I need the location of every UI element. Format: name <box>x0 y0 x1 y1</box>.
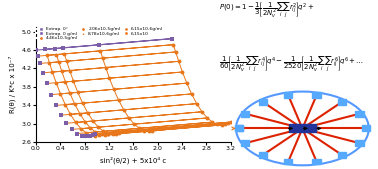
Bar <box>235 126 243 131</box>
Bar <box>284 159 292 164</box>
Bar <box>235 126 243 131</box>
Bar <box>259 99 267 105</box>
X-axis label: sin²(θ/2) + 5x10⁴ c: sin²(θ/2) + 5x10⁴ c <box>100 157 166 164</box>
Bar <box>241 111 249 117</box>
Bar <box>355 111 364 117</box>
Bar <box>288 124 316 132</box>
Bar <box>313 92 321 98</box>
Text: $\dfrac{1}{60}\!\left[\dfrac{1}{2N_v^2}\sum_i\sum_j r_{ij}^4\right]\!q^4-\dfrac{: $\dfrac{1}{60}\!\left[\dfrac{1}{2N_v^2}\… <box>219 54 364 74</box>
Legend: Extrap. 0°, Extrap. 0 g/ml, 4.46x10-5g/ml, 2.06x10-5g/ml, 8.78x10-6g/ml, 6.15x10: Extrap. 0°, Extrap. 0 g/ml, 4.46x10-5g/m… <box>36 27 163 40</box>
Y-axis label: R(θ) / K*c x 10⁻⁷: R(θ) / K*c x 10⁻⁷ <box>9 56 16 113</box>
Bar <box>355 140 364 146</box>
Bar <box>284 92 292 98</box>
Bar <box>338 152 346 158</box>
Bar <box>241 140 249 146</box>
Text: $P(0)=1-\dfrac{1}{3}\!\left[\dfrac{1}{2N_v^2}\sum_i\sum_j r_{ij}^2\right]\!q^2+$: $P(0)=1-\dfrac{1}{3}\!\left[\dfrac{1}{2N… <box>219 0 314 20</box>
Bar <box>313 159 321 164</box>
Bar <box>338 99 346 105</box>
Bar <box>259 152 267 158</box>
Bar <box>362 126 370 131</box>
